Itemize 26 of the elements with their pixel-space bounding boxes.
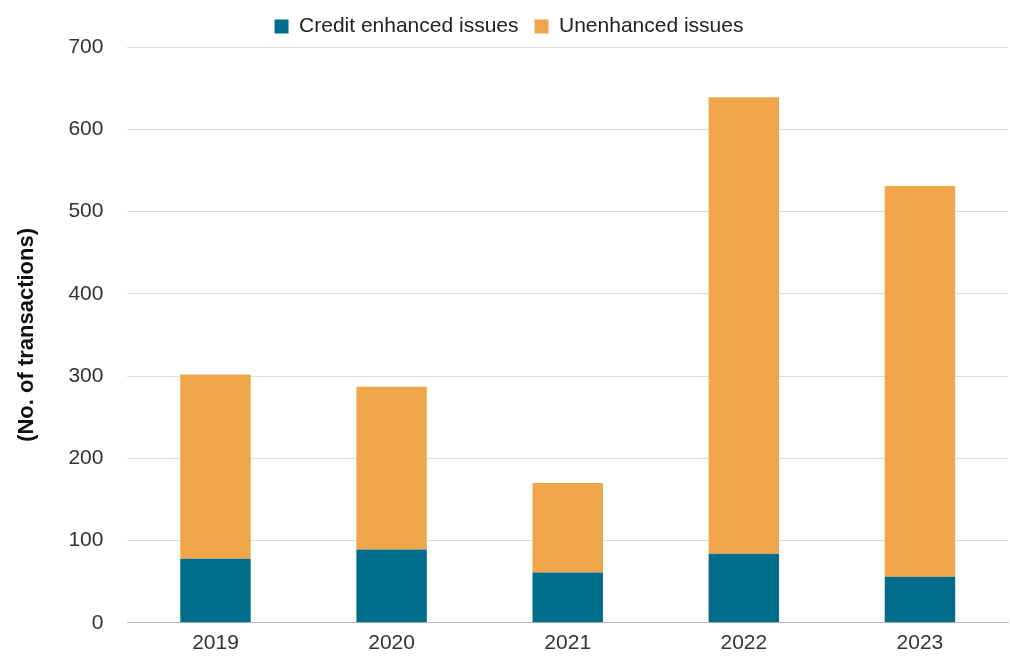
bar: [180, 558, 251, 623]
y-tick-label: 300: [68, 362, 104, 386]
bar: [708, 553, 780, 623]
x-tick-label: 2019: [192, 630, 239, 654]
y-tick-label: 700: [68, 33, 104, 57]
bar: [532, 482, 603, 573]
y-tick-label: 0: [91, 609, 104, 633]
y-tick-label: 500: [68, 198, 104, 222]
x-tick-label: 2023: [896, 630, 944, 654]
legend-label: Credit enhanced issues: [299, 13, 519, 37]
y-tick-label: 100: [68, 527, 104, 551]
bar: [884, 186, 956, 577]
bar: [708, 97, 780, 554]
bar: [356, 549, 427, 623]
bar: [884, 576, 956, 623]
legend-label: Unenhanced issues: [559, 13, 744, 37]
x-tick-label: 2021: [544, 630, 592, 654]
bar: [532, 572, 603, 623]
y-tick-label: 200: [68, 445, 104, 469]
x-tick-label: 2020: [368, 630, 415, 654]
bar: [180, 374, 251, 559]
bar: [356, 386, 427, 550]
y-axis-title: (No. of transactions): [13, 227, 39, 442]
y-tick-label: 600: [68, 116, 104, 140]
y-tick-label: 400: [68, 280, 104, 304]
x-tick-label: 2022: [720, 630, 768, 654]
